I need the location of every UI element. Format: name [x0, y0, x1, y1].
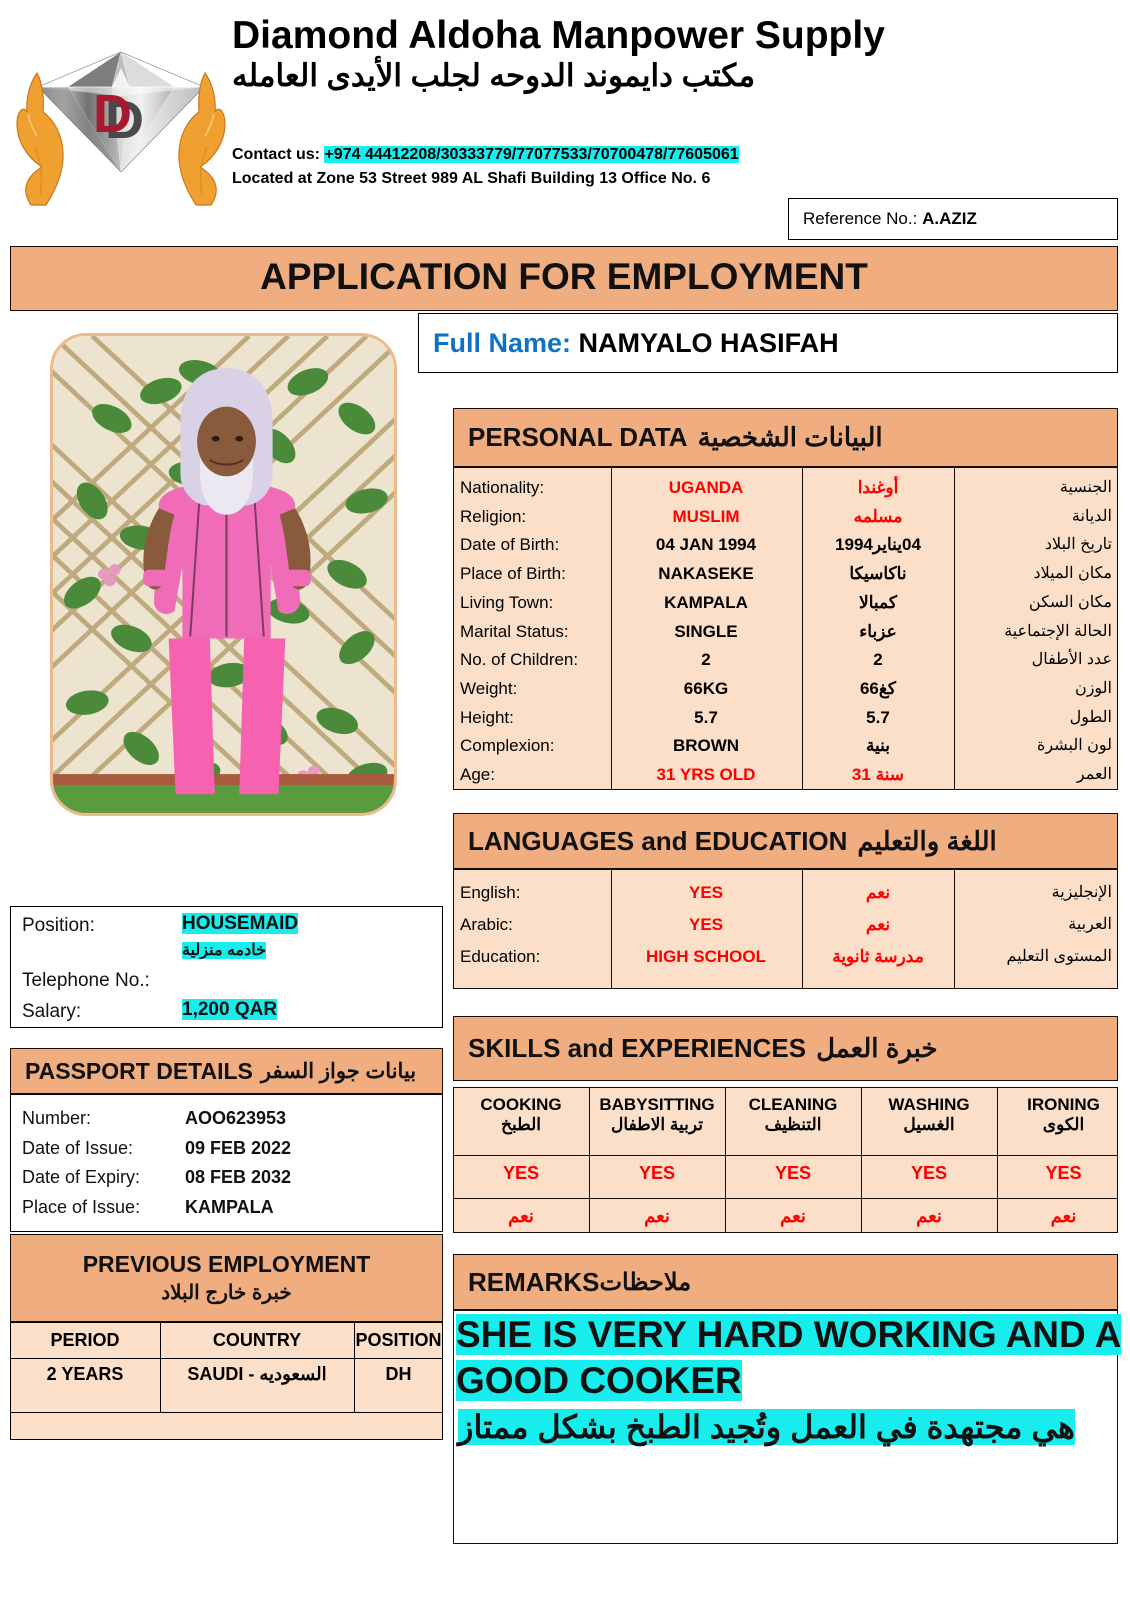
svg-text:D: D [93, 84, 132, 144]
